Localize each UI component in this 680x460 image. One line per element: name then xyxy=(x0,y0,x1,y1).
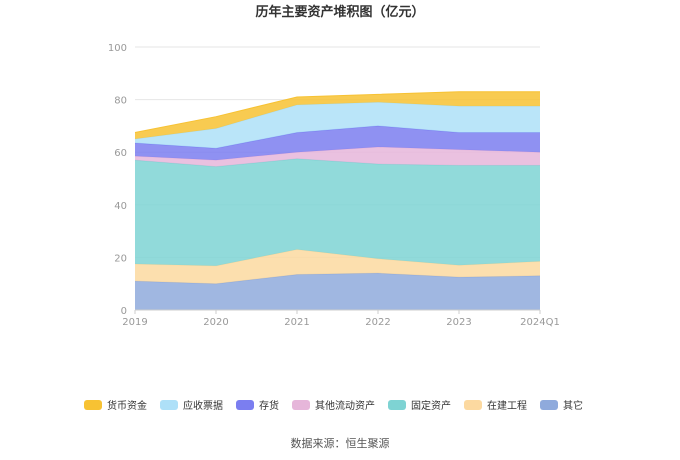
area-series-2 xyxy=(135,158,540,266)
legend-item[interactable]: 存货 xyxy=(236,399,279,412)
legend-item[interactable]: 在建工程 xyxy=(464,399,527,412)
area-series-edge-6 xyxy=(134,91,540,133)
data-source-label: 数据来源：恒生聚源 xyxy=(291,436,390,450)
area-series-3 xyxy=(135,146,540,167)
legend-swatch xyxy=(292,400,310,410)
legend-swatch xyxy=(160,400,178,410)
y-tick-label: 0 xyxy=(121,306,127,317)
area-series-6 xyxy=(135,91,540,140)
legend-item[interactable]: 固定资产 xyxy=(388,399,451,412)
x-tick-label: 2023 xyxy=(446,317,471,328)
x-tick-label: 2019 xyxy=(122,317,147,328)
legend-label: 应收票据 xyxy=(183,399,223,412)
x-tick-label: 2021 xyxy=(284,317,309,328)
x-tick-label: 2020 xyxy=(203,317,228,328)
legend-swatch xyxy=(464,400,482,410)
legend-label: 在建工程 xyxy=(487,399,527,412)
legend-item[interactable]: 其它 xyxy=(540,399,583,412)
legend-label: 固定资产 xyxy=(411,399,451,412)
legend: 货币资金 应收票据 存货 其他流动资产 固定资产 在建工程 其它 xyxy=(84,399,583,412)
legend-swatch xyxy=(236,400,254,410)
legend-label: 货币资金 xyxy=(107,399,147,412)
area-series-0 xyxy=(135,273,540,310)
legend-swatch xyxy=(84,400,102,410)
y-tick-label: 20 xyxy=(114,253,127,264)
x-tick-label: 2024Q1 xyxy=(520,317,560,328)
y-tick-label: 100 xyxy=(108,43,127,54)
legend-label: 存货 xyxy=(259,399,279,412)
legend-swatch xyxy=(388,400,406,410)
area-series-1 xyxy=(135,249,540,284)
area-series-4 xyxy=(135,125,540,161)
y-tick-label: 40 xyxy=(114,201,127,212)
legend-label: 其他流动资产 xyxy=(315,399,375,412)
legend-swatch xyxy=(540,400,558,410)
legend-item[interactable]: 应收票据 xyxy=(160,399,223,412)
legend-item[interactable]: 其他流动资产 xyxy=(292,399,375,412)
area-series-5 xyxy=(135,102,540,149)
legend-label: 其它 xyxy=(563,399,583,412)
x-tick-label: 2022 xyxy=(365,317,390,328)
area-series-layer xyxy=(134,91,541,310)
y-tick-label: 80 xyxy=(114,96,127,107)
chart-title: 历年主要资产堆积图（亿元） xyxy=(255,4,424,20)
y-tick-label: 60 xyxy=(114,148,127,159)
axis-layer: 0 20 40 60 80 100 2019 2020 2021 2022 2023 2024Q1 xyxy=(108,43,560,328)
legend-item[interactable]: 货币资金 xyxy=(84,399,147,412)
